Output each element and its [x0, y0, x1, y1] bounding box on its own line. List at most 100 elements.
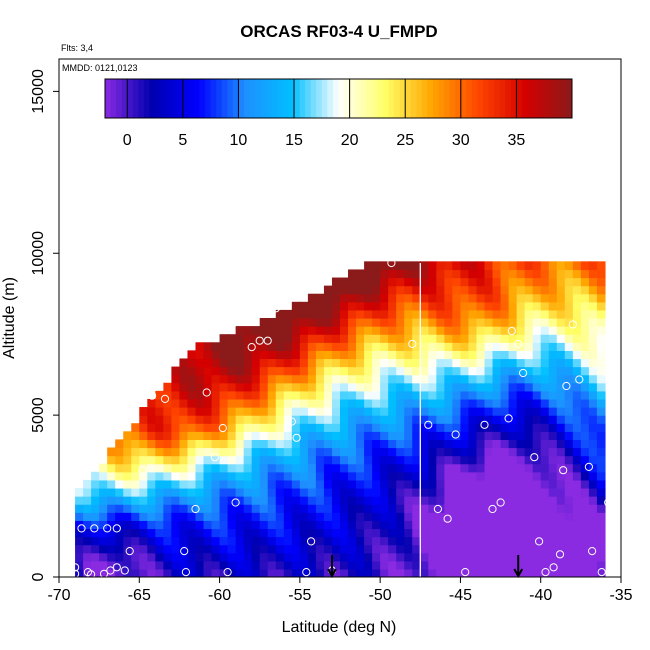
heatmap-cell	[564, 471, 574, 481]
colorbar-segment	[360, 79, 367, 118]
heatmap-cell	[388, 366, 397, 376]
heatmap-cell	[516, 512, 526, 521]
heatmap-cell	[580, 431, 590, 440]
heatmap-cell	[219, 423, 229, 432]
heatmap-cell	[275, 309, 285, 319]
heatmap-cell	[572, 326, 582, 335]
heatmap-cell	[588, 342, 598, 351]
heatmap-cell	[540, 358, 550, 368]
heatmap-cell	[243, 487, 253, 497]
heatmap-cell	[91, 552, 100, 562]
heatmap-cell	[484, 455, 494, 465]
heatmap-cell	[532, 479, 542, 489]
heatmap-cell	[91, 479, 100, 489]
heatmap-cell	[484, 544, 494, 554]
heatmap-cell	[404, 374, 413, 384]
heatmap-cell	[532, 358, 542, 368]
heatmap-cell	[364, 261, 373, 271]
heatmap-cell	[299, 560, 309, 570]
colorbar-segment	[433, 79, 440, 118]
heatmap-cell	[572, 309, 582, 319]
heatmap-cell	[315, 455, 325, 465]
heatmap-cell	[147, 528, 156, 538]
colorbar-segment	[260, 79, 267, 118]
heatmap-cell	[203, 463, 213, 473]
heatmap-cell	[468, 374, 478, 384]
heatmap-cell	[532, 544, 542, 554]
heatmap-cell	[155, 431, 164, 440]
colorbar-segment	[455, 79, 462, 118]
heatmap-cell	[259, 568, 269, 577]
heatmap-cell	[564, 326, 574, 335]
heatmap-cell	[380, 358, 389, 368]
heatmap-cell	[364, 309, 373, 319]
heatmap-cell	[251, 398, 261, 408]
heatmap-cell	[227, 342, 237, 351]
heatmap-cell	[524, 512, 534, 521]
heatmap-cell	[291, 342, 301, 351]
heatmap-cell	[283, 520, 293, 530]
heatmap-cell	[179, 358, 189, 368]
heatmap-cell	[508, 326, 518, 335]
heatmap-cell	[307, 398, 317, 408]
heatmap-cell	[500, 463, 510, 473]
colorbar-segment	[177, 79, 184, 118]
heatmap-cell	[516, 318, 526, 327]
heatmap-cell	[123, 479, 132, 489]
heatmap-cell	[580, 398, 590, 408]
heatmap-cell	[267, 463, 277, 473]
heatmap-cell	[235, 504, 245, 513]
colorbar-segment	[238, 79, 245, 118]
heatmap-cell	[484, 407, 494, 416]
heatmap-cell	[540, 382, 550, 392]
heatmap-cell	[107, 455, 116, 465]
heatmap-cell	[147, 471, 156, 481]
heatmap-cell	[540, 544, 550, 554]
heatmap-cell	[420, 520, 429, 530]
heatmap-cell	[532, 520, 542, 530]
heatmap-cell	[404, 439, 413, 449]
heatmap-cell	[572, 560, 582, 570]
heatmap-cell	[460, 496, 470, 505]
heatmap-cell	[123, 471, 132, 481]
heatmap-cell	[364, 293, 373, 303]
heatmap-cell	[227, 487, 237, 497]
heatmap-cell	[452, 398, 462, 408]
heatmap-cell	[267, 528, 277, 538]
colorbar-segment	[544, 79, 551, 118]
heatmap-cell	[219, 382, 229, 392]
heatmap-cell	[572, 334, 582, 343]
heatmap-cell	[532, 496, 542, 505]
heatmap-cell	[428, 326, 437, 335]
heatmap-cell	[283, 568, 293, 577]
colorbar-frame	[104, 78, 573, 119]
colorbar-segment	[371, 79, 378, 118]
heatmap-cell	[195, 423, 205, 432]
heatmap-cell	[444, 366, 453, 376]
colorbar-segment	[549, 79, 556, 118]
heatmap-cell	[484, 342, 494, 351]
heatmap-cell	[275, 366, 285, 376]
heatmap-cell	[412, 374, 421, 384]
heatmap-cell	[227, 568, 237, 577]
heatmap-cell	[348, 285, 357, 295]
heatmap-cell	[380, 423, 389, 432]
heatmap-cell	[540, 463, 550, 473]
heatmap-cell	[556, 374, 566, 384]
heatmap-cell	[131, 528, 140, 538]
heatmap-cell	[227, 504, 237, 513]
heatmap-cell	[388, 326, 397, 335]
heatmap-cell	[307, 358, 317, 368]
heatmap-cell	[492, 512, 502, 521]
heatmap-cell	[404, 536, 413, 546]
heatmap-cell	[468, 342, 478, 351]
heatmap-cell	[243, 479, 253, 489]
heatmap-cell	[235, 447, 245, 457]
heatmap-cell	[540, 423, 550, 432]
heatmap-cell	[267, 358, 277, 368]
heatmap-cell	[283, 431, 293, 440]
heatmap-cell	[564, 528, 574, 538]
colorbar-segment	[188, 79, 195, 118]
heatmap-cell	[163, 398, 172, 408]
heatmap-cell	[123, 504, 132, 513]
